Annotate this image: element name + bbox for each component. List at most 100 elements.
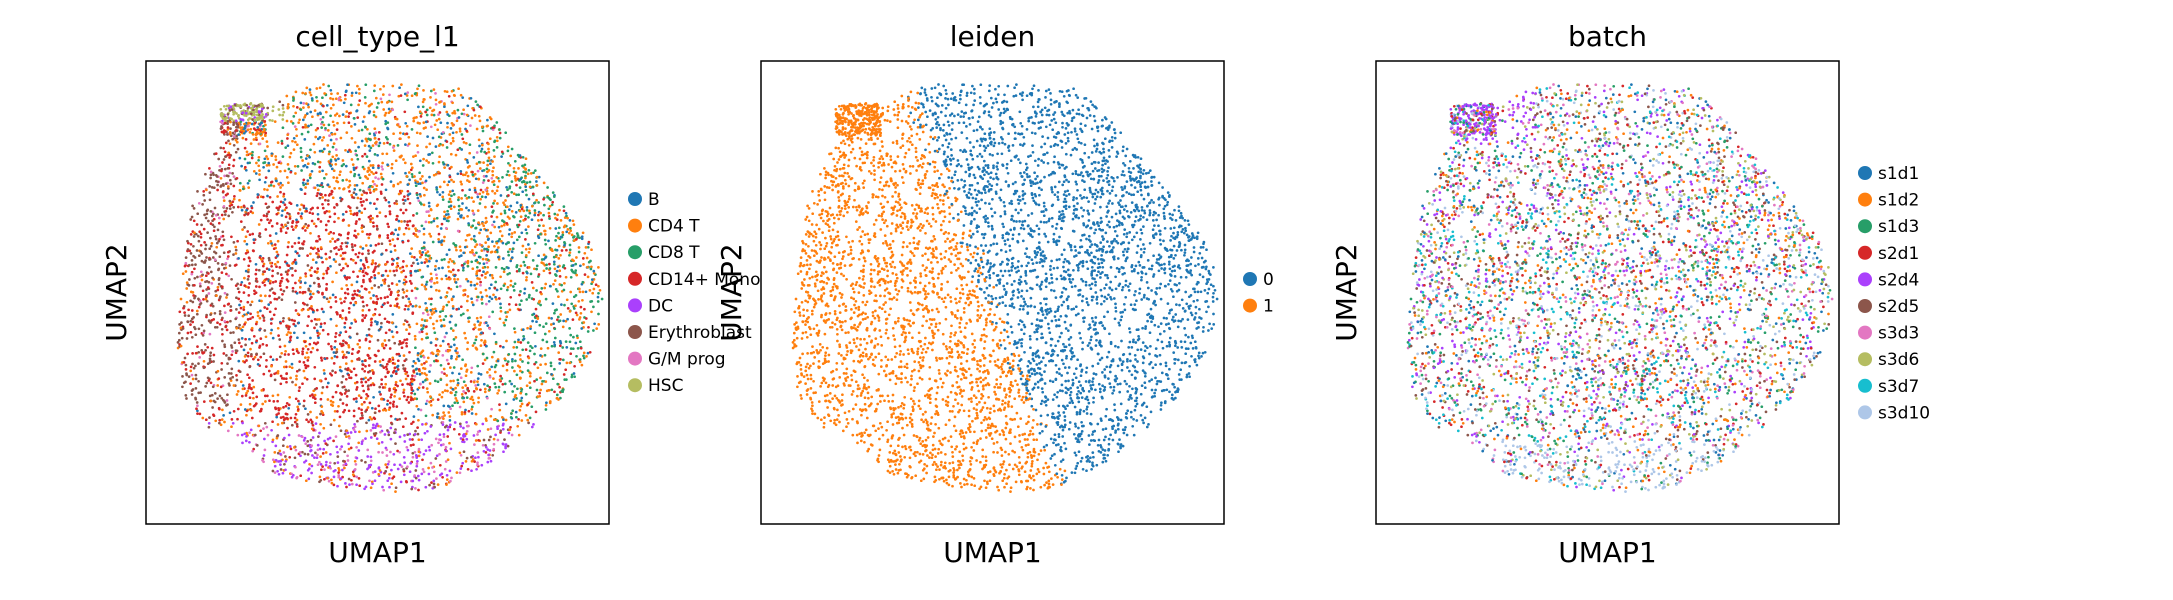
scatter-point (251, 232, 255, 236)
scatter-point (358, 346, 362, 349)
scatter-point (395, 262, 399, 265)
scatter-point (414, 304, 417, 308)
scatter-point (229, 372, 233, 375)
scatter-point (513, 327, 516, 330)
scatter-point (514, 303, 518, 307)
scatter-point (246, 389, 250, 393)
scatter-point (217, 239, 221, 243)
scatter-point (270, 152, 274, 156)
scatter-point (503, 438, 506, 441)
scatter-point (216, 262, 220, 265)
scatter-point (430, 481, 433, 484)
scatter-point (526, 369, 530, 372)
scatter-point (309, 410, 312, 414)
scatter-point (386, 163, 389, 167)
scatter-point (435, 415, 439, 419)
scatter-point (466, 174, 470, 178)
scatter-point (399, 180, 402, 184)
scatter-point (230, 353, 234, 357)
scatter-point (263, 394, 267, 398)
scatter-point (496, 438, 500, 442)
scatter-point (248, 259, 252, 263)
scatter-point (534, 344, 537, 348)
scatter-point (438, 155, 441, 159)
scatter-point (318, 165, 322, 169)
scatter-point (353, 212, 357, 215)
scatter-point (290, 318, 294, 322)
scatter-point (270, 224, 274, 228)
scatter-point (395, 405, 399, 408)
scatter-point (552, 322, 555, 326)
scatter-point (423, 431, 427, 435)
scatter-point (212, 360, 215, 363)
scatter-point (325, 356, 329, 360)
scatter-point (286, 426, 289, 430)
scatter-point (394, 297, 398, 301)
scatter-point (332, 362, 336, 365)
scatter-point (493, 155, 496, 158)
scatter-point (237, 338, 241, 341)
scatter-point (483, 387, 487, 391)
scatter-point (186, 352, 189, 356)
scatter-point (558, 385, 561, 389)
scatter-point (329, 106, 333, 110)
scatter-point (340, 247, 343, 251)
scatter-point (460, 412, 464, 416)
scatter-point (375, 184, 379, 188)
scatter-point (209, 173, 213, 177)
scatter-point (346, 367, 350, 370)
scatter-point (237, 359, 241, 363)
scatter-point (489, 231, 493, 235)
scatter-point (316, 192, 320, 195)
scatter-point (220, 271, 224, 274)
scatter-point (306, 453, 310, 456)
scatter-point (397, 306, 401, 309)
scatter-point (254, 402, 258, 405)
scatter-point (524, 176, 527, 180)
scatter-point (524, 214, 528, 218)
scatter-point (346, 232, 350, 236)
scatter-point (507, 431, 511, 435)
scatter-point (554, 273, 557, 276)
scatter-point (567, 231, 571, 235)
scatter-point (311, 436, 315, 439)
scatter-point (386, 274, 390, 278)
scatter-point (204, 418, 208, 422)
scatter-point (213, 392, 217, 395)
scatter-point (222, 267, 226, 270)
scatter-point (192, 316, 195, 319)
scatter-point (341, 350, 345, 354)
scatter-point (484, 272, 487, 276)
scatter-point (341, 309, 345, 312)
scatter-point (529, 272, 533, 276)
scatter-point (403, 92, 407, 96)
scatter-point (477, 438, 480, 442)
scatter-point (392, 184, 395, 188)
scatter-point (360, 284, 364, 288)
scatter-point (372, 395, 375, 399)
scatter-point (227, 163, 231, 167)
scatter-point (422, 89, 425, 92)
scatter-point (209, 236, 212, 240)
scatter-point (337, 424, 341, 428)
scatter-point (508, 428, 512, 432)
scatter-point (233, 264, 237, 267)
scatter-point (234, 245, 238, 249)
scatter-point (391, 146, 395, 149)
scatter-point (483, 340, 487, 344)
scatter-point (561, 231, 565, 234)
scatter-point (549, 364, 553, 368)
scatter-point (325, 460, 328, 464)
scatter-point (547, 215, 551, 218)
scatter-point (371, 259, 375, 262)
scatter-point (280, 139, 284, 143)
scatter-point (486, 124, 489, 128)
scatter-point (395, 352, 399, 356)
scatter-point (398, 279, 401, 283)
scatter-point (566, 228, 570, 231)
scatter-point (484, 241, 488, 244)
scatter-point (430, 312, 434, 316)
scatter-point (321, 115, 325, 119)
scatter-point (452, 193, 456, 196)
scatter-point (425, 319, 429, 322)
